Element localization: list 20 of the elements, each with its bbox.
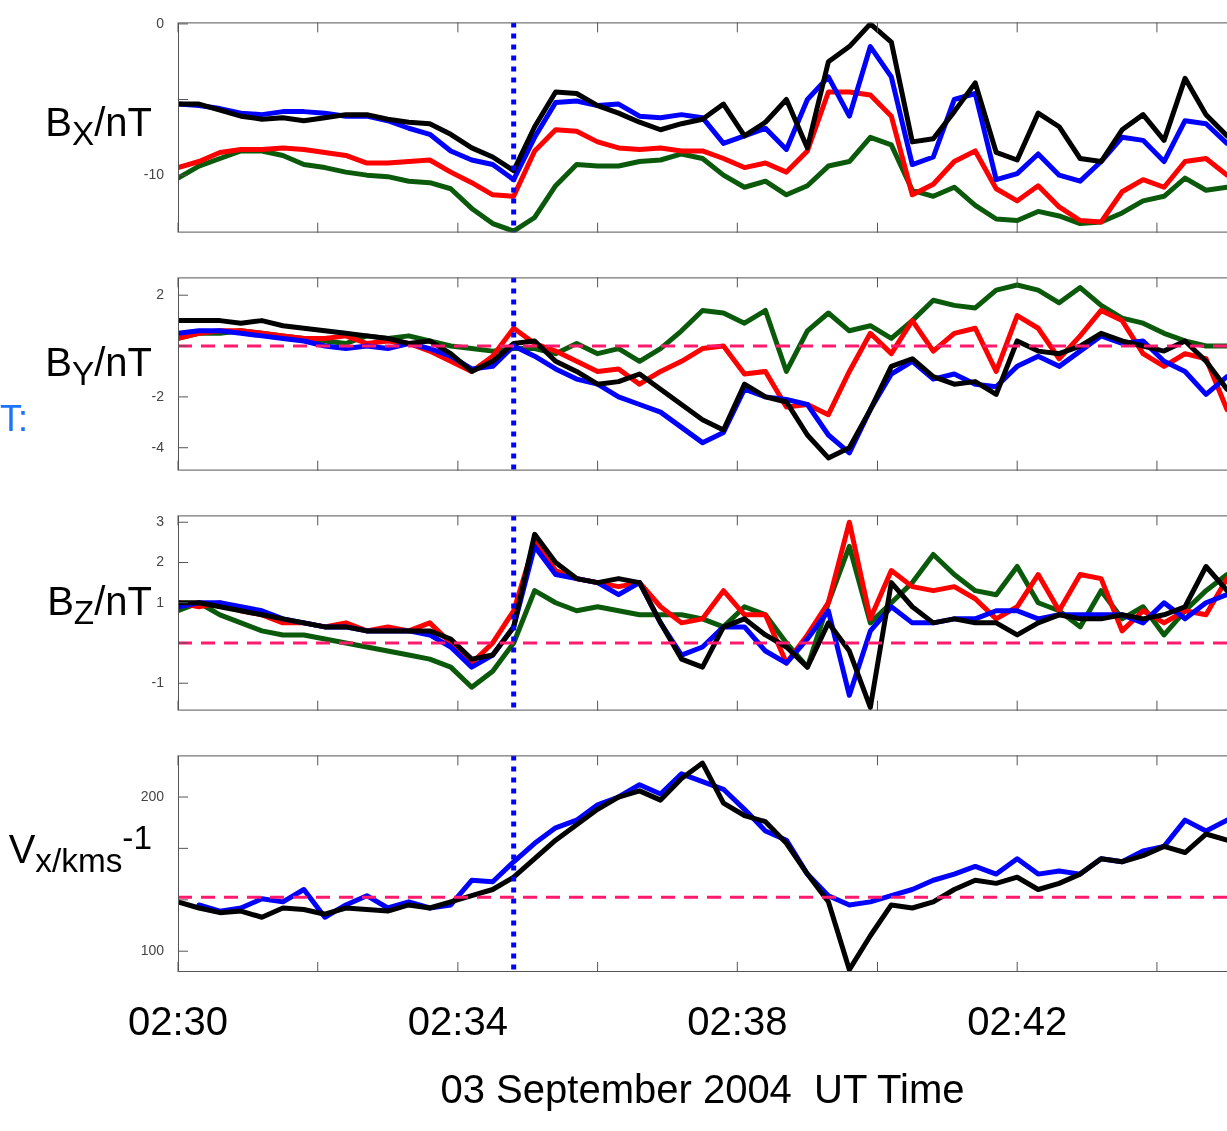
y-tick-label: 2	[156, 286, 165, 303]
y-tick-label: 2	[156, 553, 165, 570]
y-axis-title: B$_{Z}$/nT	[47, 579, 152, 632]
y-axis-title: B$_{Y}$/nT	[45, 340, 152, 393]
text: T:	[0, 397, 29, 440]
x-tick-label: 02:34	[407, 999, 508, 1044]
y-tick-label: 100	[140, 942, 165, 959]
y-tick-label: 1	[156, 593, 165, 610]
x-tick-label: 02:30	[127, 999, 229, 1044]
y-tick-label: 0	[156, 14, 165, 31]
y-tick-label: 3	[156, 513, 165, 530]
x-tick-label: 02:38	[687, 999, 788, 1044]
y-tick-label: -4	[151, 438, 165, 455]
y-tick-label: -2	[151, 387, 165, 404]
y-tick-label: -1	[151, 674, 165, 691]
x-tick-label: 02:42	[967, 999, 1068, 1044]
y-tick-label: -10	[143, 165, 165, 182]
y-tick-label: 200	[140, 787, 165, 804]
x-axis-title: 03 September 2004 UT Time	[439, 1067, 966, 1112]
y-axis-title: B$_{X}$/nT	[45, 99, 152, 153]
